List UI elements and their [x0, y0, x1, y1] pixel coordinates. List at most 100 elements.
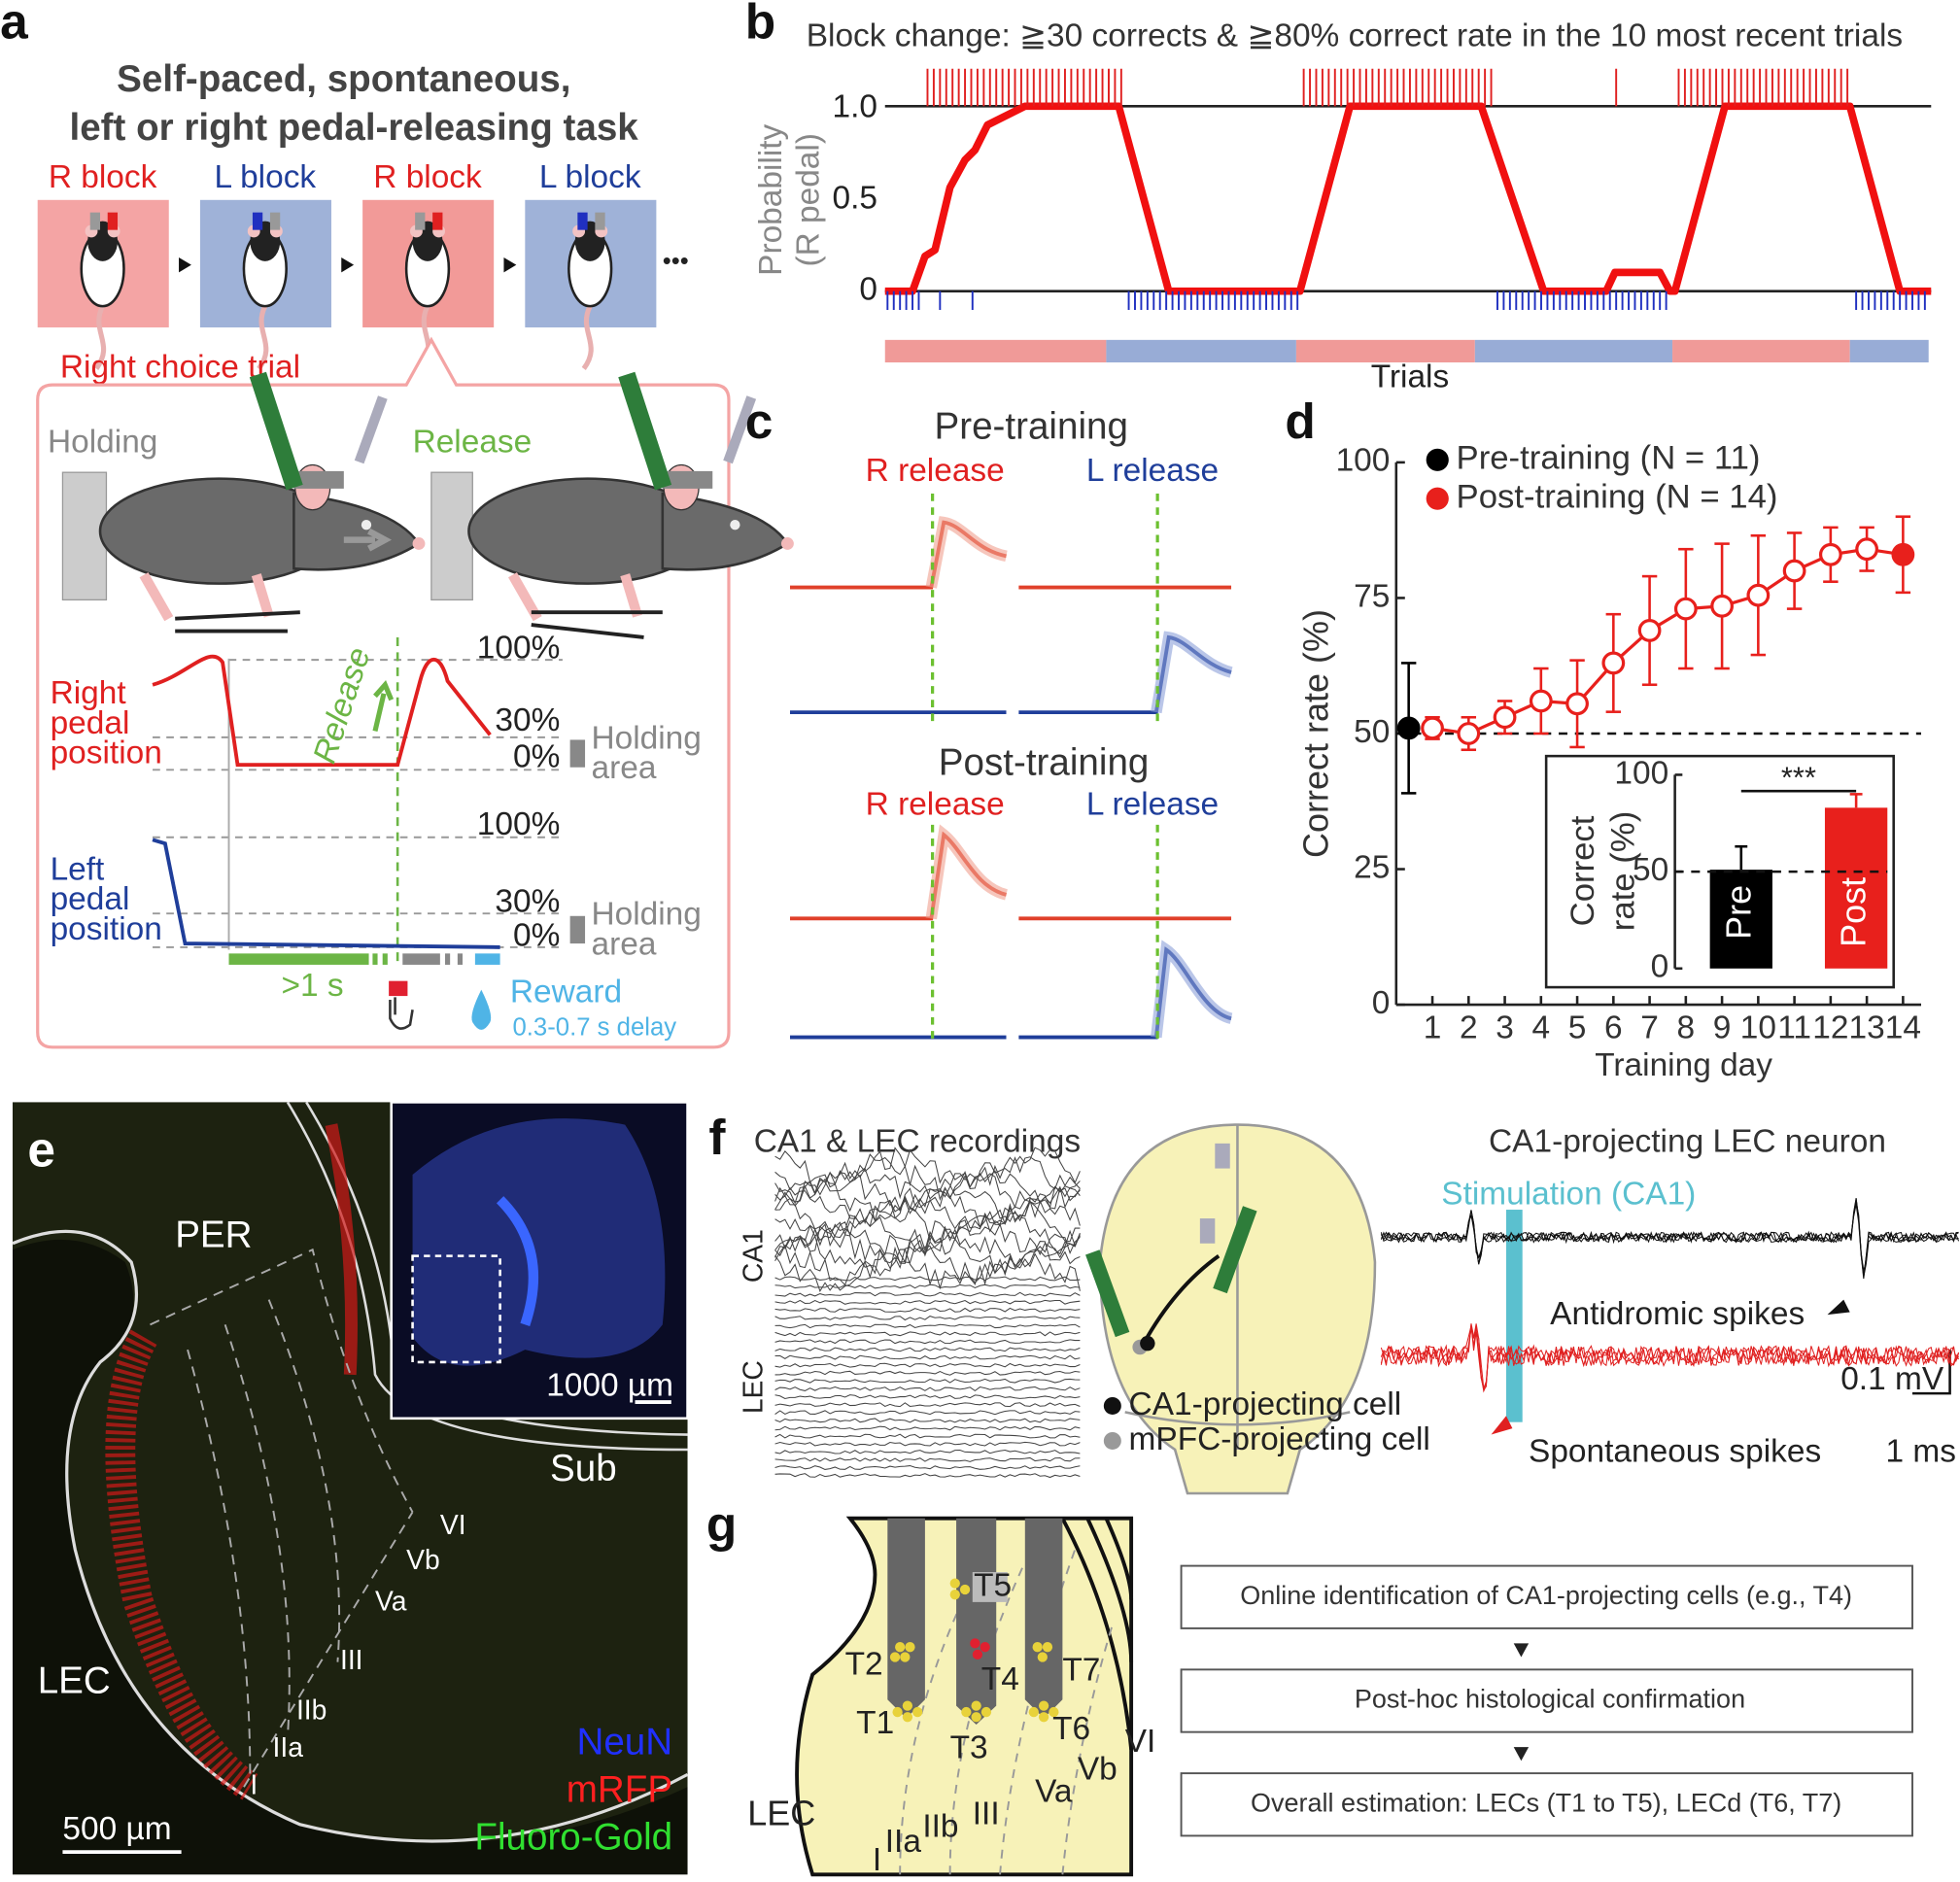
x-axis-label: Training day — [1595, 1047, 1772, 1083]
lfp-trace — [774, 1331, 1081, 1337]
significance: *** — [1781, 761, 1816, 795]
probe — [1085, 1249, 1130, 1338]
point — [1493, 705, 1517, 730]
lfp-trace — [774, 1354, 1081, 1360]
x-tick-label: 13 — [1849, 1010, 1885, 1046]
x-tick-label: 14 — [1885, 1010, 1921, 1046]
lfp-trace — [774, 1473, 1081, 1479]
holding-bar — [569, 739, 586, 768]
panel-g: g T1 T2 T3 T4 T5 T6 T7 VI Vb Va III IIb … — [706, 1496, 1913, 1878]
layer: IIa — [885, 1824, 922, 1860]
block-label: R block — [49, 159, 157, 195]
region: LEC — [747, 1793, 815, 1832]
probe — [1213, 1206, 1257, 1294]
lfp-trace — [774, 1291, 1081, 1297]
lfp-trace — [774, 1441, 1081, 1447]
fiber — [1215, 1143, 1230, 1169]
x-tick-label: 4 — [1532, 1010, 1551, 1046]
x-tick-label: 10 — [1740, 1010, 1776, 1046]
lfp-trace — [774, 1230, 1081, 1277]
point — [1746, 583, 1771, 607]
mrfp-band — [105, 1329, 258, 1800]
panel-label: a — [0, 0, 28, 49]
y-axis-label: rate (%) — [1604, 811, 1641, 931]
legend-label: CA1-projecting cell — [1129, 1386, 1402, 1422]
layer-lines — [150, 1248, 414, 1788]
panel-e: e PER Sub LEC VI Vb Va III IIb IIa I 100… — [12, 1101, 689, 1875]
boundary — [286, 1101, 688, 1452]
lfp-trace — [774, 1449, 1081, 1454]
y-axis-label: Correct rate (%) — [1296, 609, 1336, 858]
tetrode-label: T1 — [856, 1705, 894, 1741]
unit-trace — [1380, 1323, 1960, 1389]
lfp-trace — [774, 1219, 1081, 1264]
panel-label: d — [1285, 393, 1315, 449]
probability-trace — [884, 102, 1932, 295]
lfp-trace — [774, 1347, 1081, 1352]
lfp-trace — [774, 1316, 1081, 1321]
unit-trace — [1380, 1197, 1959, 1278]
lfp-trace — [774, 1199, 1081, 1248]
layer: Vb — [1078, 1751, 1118, 1787]
boundary — [12, 1229, 689, 1843]
point — [1529, 689, 1553, 713]
panel-label: c — [745, 393, 774, 449]
x-tick-label: 7 — [1640, 1010, 1659, 1046]
arrows — [179, 257, 517, 273]
lfp-trace — [774, 1402, 1081, 1408]
lfp-trace — [774, 1193, 1081, 1236]
stain: mRFP — [567, 1769, 672, 1811]
point — [1855, 537, 1879, 562]
y-tick-label: 75 — [1354, 578, 1390, 614]
block-label: R block — [373, 159, 482, 195]
lfp-trace — [774, 1307, 1081, 1313]
panel-label: g — [706, 1496, 737, 1553]
axis-label: pedal — [51, 881, 130, 917]
scale-label: 0.1 mV — [1840, 1361, 1944, 1397]
lfp-trace — [774, 1410, 1081, 1416]
point — [1396, 716, 1421, 740]
legend-label: Pre-training (N = 11) — [1457, 439, 1761, 476]
lfp-trace — [774, 1339, 1081, 1345]
holding-area: area — [591, 926, 656, 962]
layer: I — [250, 1769, 258, 1800]
group-title: Post-training — [939, 741, 1150, 783]
axis-label: pedal — [51, 705, 130, 741]
layer: III — [973, 1796, 1000, 1832]
layer: VI — [1125, 1724, 1156, 1760]
layer-lines — [899, 1549, 1114, 1875]
tetrode-label: T7 — [1062, 1653, 1100, 1689]
x-tick-label: 6 — [1604, 1010, 1623, 1046]
unit-trace — [1381, 1204, 1959, 1276]
mice — [82, 212, 611, 369]
lfp-trace — [774, 1323, 1081, 1329]
reward-delay: 0.3-0.7 s delay — [512, 1013, 676, 1041]
phase-label: Release — [413, 424, 533, 460]
condition: L release — [1086, 453, 1219, 489]
tetrode-label: T2 — [845, 1646, 883, 1682]
group-title: Pre-training — [935, 405, 1128, 447]
label-bg — [972, 1572, 1008, 1602]
holding-area: area — [591, 750, 656, 786]
point — [1710, 594, 1734, 618]
wall — [430, 471, 473, 601]
y-tick-label: 25 — [1354, 849, 1390, 885]
tetrode-label: T3 — [950, 1729, 988, 1765]
ellipsis: ••• — [663, 248, 689, 275]
title: Block change: ≧30 corrects & ≧80% correc… — [807, 17, 1903, 53]
lfp-trace — [774, 1433, 1081, 1439]
annotation: Spontaneous spikes — [1529, 1434, 1821, 1470]
layer: I — [873, 1842, 881, 1878]
point — [1673, 597, 1698, 621]
y-tick-label: 100 — [1614, 755, 1668, 791]
x-tick-label: 5 — [1568, 1010, 1587, 1046]
legend-label: Post-training (N = 14) — [1457, 478, 1778, 515]
x-tick-label: 8 — [1677, 1010, 1696, 1046]
stimulation-label: Stimulation (CA1) — [1441, 1177, 1696, 1213]
right-pedal-trace — [152, 654, 492, 768]
panel-label: b — [745, 0, 775, 49]
annotation: Antidromic spikes — [1550, 1296, 1805, 1332]
layer: III — [340, 1644, 363, 1675]
step-text: Post-hoc histological confirmation — [1355, 1685, 1745, 1714]
region: Sub — [550, 1448, 617, 1489]
